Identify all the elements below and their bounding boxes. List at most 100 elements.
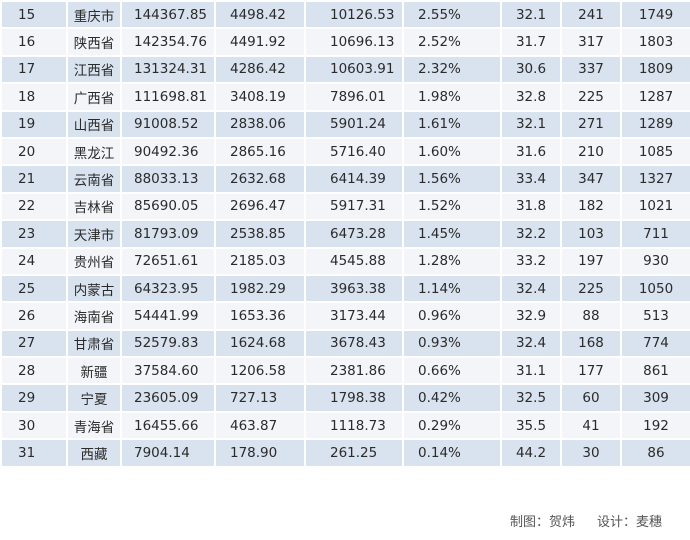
value-b-cell: 1206.58 [216, 358, 304, 384]
value-c-cell: 6414.39 [306, 166, 402, 192]
rank-cell: 18 [2, 84, 66, 110]
value-f-cell: 41 [562, 412, 620, 439]
rank-cell: 23 [2, 221, 66, 247]
table-row: 18 广西省 111698.81 3408.19 7896.01 1.98% 32.8 225… [2, 84, 690, 110]
region-name-cell: 陕西省 [68, 29, 120, 55]
table-row: 30 青海省 16455.66 463.87 1118.73 0.29% 35.5 41 192 [2, 412, 690, 439]
province-data-table: 15 重庆市 144367.85 4498.42 10126.53 2.55% 32.1 24… [2, 2, 690, 466]
value-g-cell: 192 [622, 412, 690, 439]
value-e-cell: 44.2 [502, 440, 560, 466]
value-c-cell: 10126.53 [306, 2, 402, 28]
rank-cell: 19 [2, 111, 66, 137]
value-a-cell: 54441.99 [122, 303, 214, 329]
region-name-cell: 内蒙古 [68, 275, 120, 302]
value-e-cell: 32.4 [502, 275, 560, 302]
value-b-cell: 2185.03 [216, 248, 304, 274]
value-f-cell: 88 [562, 303, 620, 329]
rank-cell: 27 [2, 330, 66, 357]
value-g-cell: 861 [622, 358, 690, 384]
share-percent-cell: 1.98% [404, 84, 500, 110]
value-g-cell: 1021 [622, 193, 690, 220]
share-percent-cell: 2.55% [404, 2, 500, 28]
value-e-cell: 32.8 [502, 84, 560, 110]
table-row: 24 贵州省 72651.61 2185.03 4545.88 1.28% 33.2 197 9… [2, 248, 690, 274]
value-c-cell: 261.25 [306, 440, 402, 466]
table-row: 26 海南省 54441.99 1653.36 3173.44 0.96% 32.9 88 51… [2, 303, 690, 329]
value-a-cell: 85690.05 [122, 193, 214, 220]
value-b-cell: 3408.19 [216, 84, 304, 110]
value-a-cell: 72651.61 [122, 248, 214, 274]
value-g-cell: 1287 [622, 84, 690, 110]
value-f-cell: 337 [562, 56, 620, 83]
rank-cell: 17 [2, 56, 66, 83]
region-name-cell: 西藏 [68, 440, 120, 466]
share-percent-cell: 0.96% [404, 303, 500, 329]
value-g-cell: 774 [622, 330, 690, 357]
region-name-cell: 广西省 [68, 84, 120, 110]
value-a-cell: 16455.66 [122, 412, 214, 439]
rank-cell: 16 [2, 29, 66, 55]
value-b-cell: 2538.85 [216, 221, 304, 247]
value-f-cell: 182 [562, 193, 620, 220]
table-row: 28 新疆 37584.60 1206.58 2381.86 0.66% 31.1 177 86… [2, 358, 690, 384]
table-row: 16 陕西省 142354.76 4491.92 10696.13 2.52% 31.7 31… [2, 29, 690, 55]
share-percent-cell: 0.66% [404, 358, 500, 384]
value-c-cell: 10603.91 [306, 56, 402, 83]
region-name-cell: 黑龙江 [68, 138, 120, 165]
value-b-cell: 727.13 [216, 385, 304, 411]
share-percent-cell: 0.29% [404, 412, 500, 439]
table-body: 15 重庆市 144367.85 4498.42 10126.53 2.55% 32.1 24… [2, 2, 690, 466]
value-a-cell: 131324.31 [122, 56, 214, 83]
value-b-cell: 1982.29 [216, 275, 304, 302]
share-percent-cell: 1.56% [404, 166, 500, 192]
value-e-cell: 30.6 [502, 56, 560, 83]
share-percent-cell: 1.60% [404, 138, 500, 165]
value-e-cell: 31.1 [502, 358, 560, 384]
value-f-cell: 197 [562, 248, 620, 274]
share-percent-cell: 0.93% [404, 330, 500, 357]
value-e-cell: 31.7 [502, 29, 560, 55]
table-row: 21 云南省 88033.13 2632.68 6414.39 1.56% 33.4 347 1… [2, 166, 690, 192]
region-name-cell: 天津市 [68, 221, 120, 247]
region-name-cell: 重庆市 [68, 2, 120, 28]
share-percent-cell: 2.32% [404, 56, 500, 83]
rank-cell: 24 [2, 248, 66, 274]
value-a-cell: 90492.36 [122, 138, 214, 165]
table-row: 27 甘肃省 52579.83 1624.68 3678.43 0.93% 32.4 168 7… [2, 330, 690, 357]
region-name-cell: 青海省 [68, 412, 120, 439]
value-f-cell: 347 [562, 166, 620, 192]
value-a-cell: 7904.14 [122, 440, 214, 466]
value-g-cell: 513 [622, 303, 690, 329]
value-f-cell: 225 [562, 84, 620, 110]
value-f-cell: 177 [562, 358, 620, 384]
value-c-cell: 5901.24 [306, 111, 402, 137]
region-name-cell: 新疆 [68, 358, 120, 384]
value-b-cell: 463.87 [216, 412, 304, 439]
rank-cell: 21 [2, 166, 66, 192]
value-g-cell: 1085 [622, 138, 690, 165]
rank-cell: 28 [2, 358, 66, 384]
value-f-cell: 241 [562, 2, 620, 28]
value-b-cell: 4498.42 [216, 2, 304, 28]
value-c-cell: 10696.13 [306, 29, 402, 55]
region-name-cell: 贵州省 [68, 248, 120, 274]
value-f-cell: 60 [562, 385, 620, 411]
value-g-cell: 1809 [622, 56, 690, 83]
value-g-cell: 930 [622, 248, 690, 274]
region-name-cell: 吉林省 [68, 193, 120, 220]
value-a-cell: 81793.09 [122, 221, 214, 247]
value-e-cell: 33.2 [502, 248, 560, 274]
value-a-cell: 64323.95 [122, 275, 214, 302]
value-e-cell: 32.5 [502, 385, 560, 411]
table-row: 20 黑龙江 90492.36 2865.16 5716.40 1.60% 31.6 210 1… [2, 138, 690, 165]
share-percent-cell: 1.52% [404, 193, 500, 220]
value-c-cell: 3963.38 [306, 275, 402, 302]
value-a-cell: 23605.09 [122, 385, 214, 411]
design-credit: 设计：麦穗 [596, 515, 662, 530]
value-b-cell: 2838.06 [216, 111, 304, 137]
table-row: 22 吉林省 85690.05 2696.47 5917.31 1.52% 31.8 182 1… [2, 193, 690, 220]
value-e-cell: 32.9 [502, 303, 560, 329]
table-row: 19 山西省 91008.52 2838.06 5901.24 1.61% 32.1 271 1… [2, 111, 690, 137]
value-f-cell: 225 [562, 275, 620, 302]
value-e-cell: 31.8 [502, 193, 560, 220]
